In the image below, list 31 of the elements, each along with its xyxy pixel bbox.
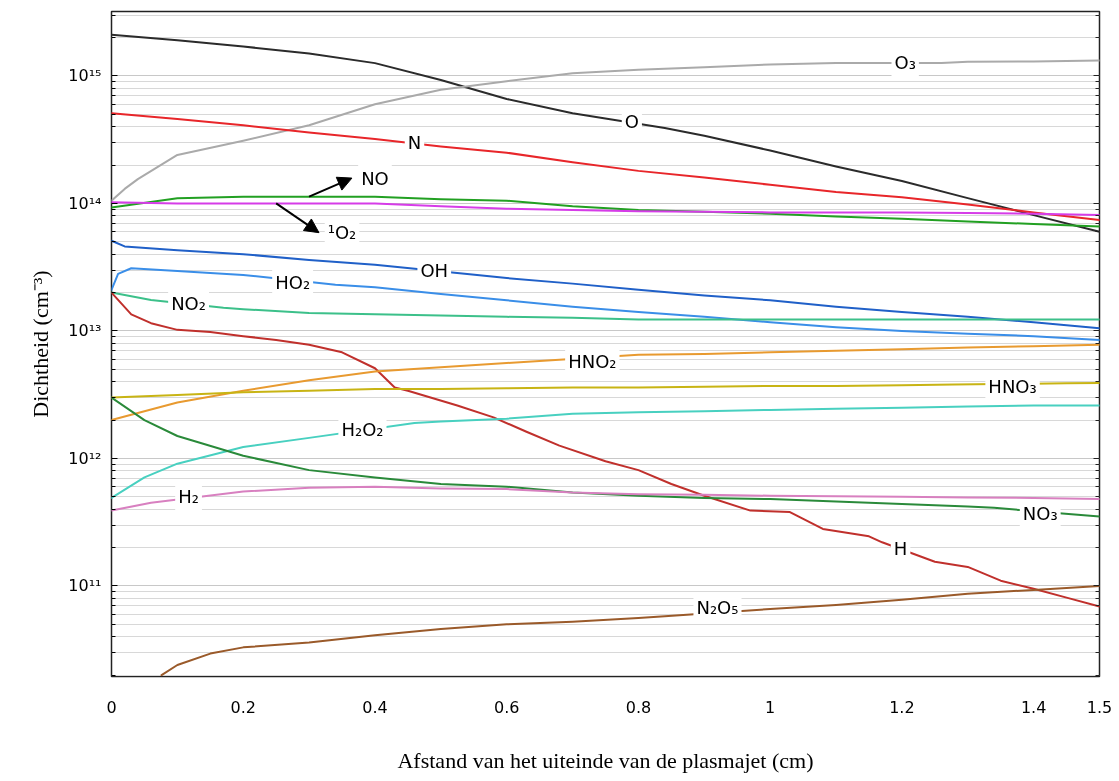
x-tick-label: 1.4 (1020, 697, 1047, 717)
y-tick-label: 10¹³ (68, 321, 102, 341)
y-axis-title: Dichtheid (cm⁻³) (28, 270, 54, 418)
annotation: HNO₃ (988, 375, 1037, 397)
annotation: N (407, 132, 422, 154)
annotation: H (893, 538, 908, 560)
annotation: NO₂ (171, 292, 206, 314)
x-tick-label: 0.4 (362, 697, 388, 717)
annotation: NO (361, 167, 389, 189)
annotation: H₂O₂ (341, 418, 384, 440)
annotation: OH (420, 259, 449, 281)
y-tick-label: 10¹⁵ (68, 66, 102, 86)
x-tick-label: 1.2 (889, 697, 915, 717)
annotation: ¹O₂ (327, 222, 357, 244)
y-tick-label: 10¹² (68, 448, 102, 468)
x-axis-title: Afstand van het uiteinde van de plasmajet (cm) (397, 747, 814, 773)
annotation: HNO₂ (568, 350, 617, 372)
x-tick-label: 0.6 (493, 697, 520, 717)
annotation: H₂ (178, 486, 199, 508)
y-tick-label: 10¹⁴ (68, 193, 102, 213)
y-tick-label: 10¹¹ (68, 576, 102, 596)
x-tick-label: 1 (765, 697, 776, 717)
x-tick-label: 0.8 (625, 697, 652, 717)
x-tick-label: 0.2 (230, 697, 256, 717)
x-tick-label: 0 (106, 697, 117, 717)
annotation: NO₃ (1022, 503, 1058, 525)
annotation: N₂O₅ (696, 596, 739, 618)
annotation: O (624, 110, 639, 132)
x-tick-label: 1.5 (1086, 697, 1113, 717)
annotation: O₃ (894, 52, 916, 74)
annotation: HO₂ (275, 271, 311, 293)
